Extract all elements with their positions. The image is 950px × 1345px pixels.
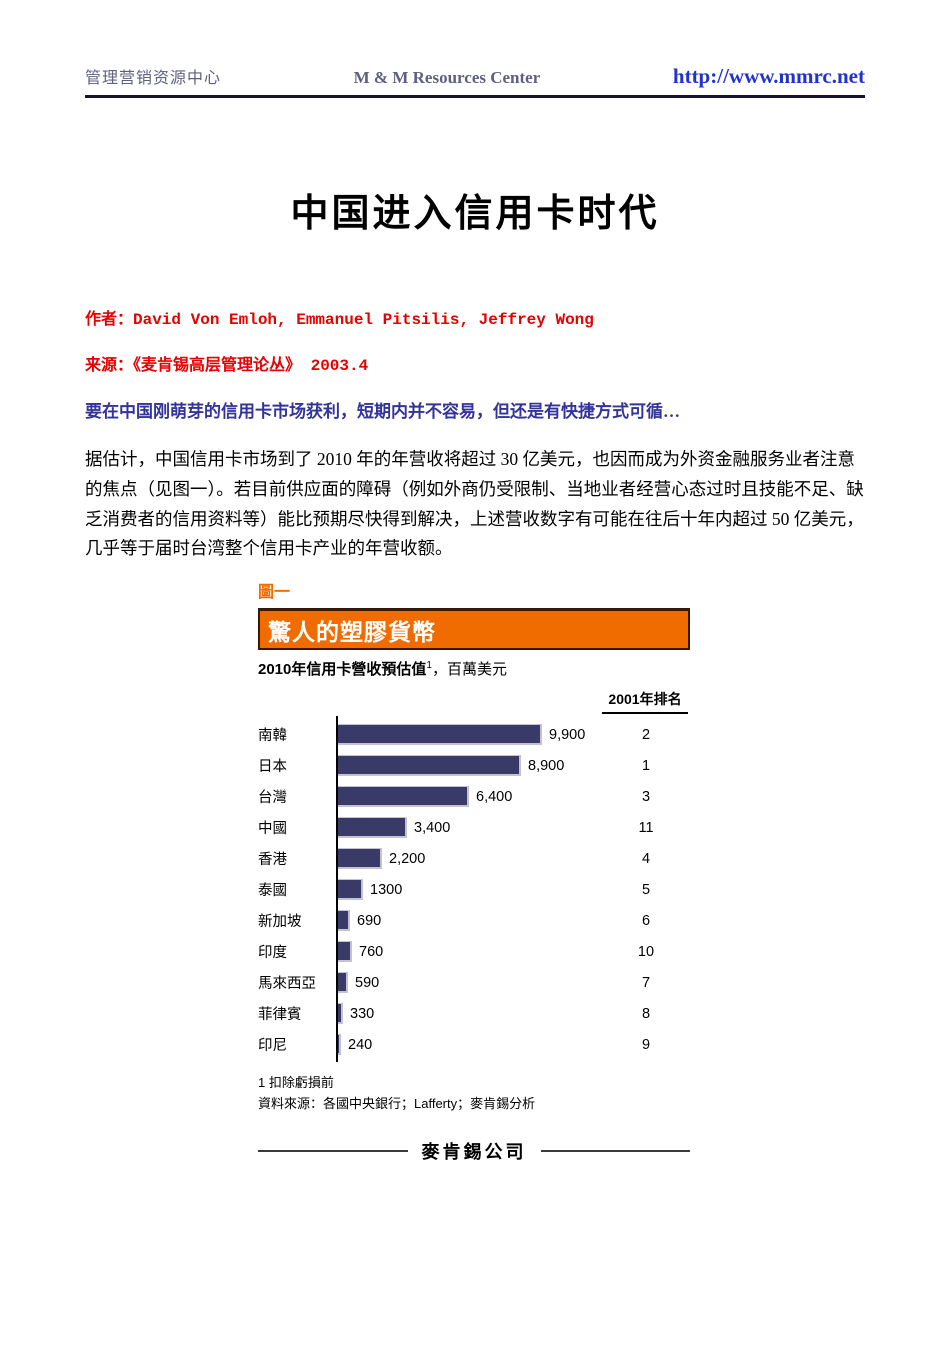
chart-row: 香港 2,200 4	[258, 843, 690, 874]
bar-track: 330	[336, 998, 602, 1029]
value-label: 690	[357, 912, 382, 929]
header-left-text: 管理营销资源中心	[85, 70, 222, 87]
teaser-line: 要在中国刚萌芽的信用卡市场获利，短期内并不容易，但还是有快捷方式可循…	[85, 402, 680, 421]
value-bar	[336, 1003, 343, 1024]
value-bar	[336, 817, 407, 838]
value-label: 760	[359, 943, 384, 960]
value-bar	[336, 755, 521, 776]
figure-subtitle-bold: 2010年信用卡營收預估值	[258, 661, 427, 678]
rank-2001: 1	[641, 757, 651, 774]
chart-row: 日本 8,900 1	[258, 750, 690, 781]
bar-chart: 南韓 9,900 2 日本 8,900 1 台灣 6,400 3 中國 3,400 11 香港 2,200…	[258, 716, 690, 1062]
country-label: 泰國	[258, 883, 287, 899]
mckinsey-brand-text: 麥肯錫公司	[421, 1142, 527, 1162]
article-title: 中国进入信用卡时代	[290, 193, 660, 235]
rank-2001: 3	[641, 788, 651, 805]
country-label: 馬來西亞	[258, 976, 316, 992]
figure-1: 圖一 驚人的塑膠貨幣 2010年信用卡營收預估值1，百萬美元 2001年排名 南…	[258, 578, 690, 1164]
page-header: 管理营销资源中心 M & M Resources Center http://w…	[85, 64, 865, 89]
value-bar	[336, 972, 348, 993]
bar-track: 1300	[336, 874, 602, 905]
rank-2001: 9	[641, 1036, 651, 1053]
header-rule	[85, 95, 865, 98]
chart-row: 印尼 240 9	[258, 1029, 690, 1060]
bar-track: 8,900	[336, 750, 602, 781]
value-label: 8,900	[528, 757, 565, 774]
chart-row: 台灣 6,400 3	[258, 781, 690, 812]
header-center-text: M & M Resources Center	[353, 68, 541, 87]
figure-label: 圖一	[258, 584, 291, 601]
y-axis-line	[336, 716, 338, 1062]
chart-row: 南韓 9,900 2	[258, 719, 690, 750]
chart-row: 新加坡 690 6	[258, 905, 690, 936]
country-label: 印尼	[258, 1038, 287, 1054]
rank-2001: 11	[638, 819, 654, 836]
value-label: 2,200	[389, 850, 426, 867]
country-label: 南韓	[258, 728, 287, 744]
bar-track: 9,900	[336, 719, 602, 750]
bar-track: 690	[336, 905, 602, 936]
value-bar	[336, 1034, 341, 1055]
source-line: 来源：《麦肯锡高层管理论丛》 2003.4	[85, 357, 369, 375]
country-label: 香港	[258, 852, 287, 868]
header-url-link[interactable]: http://www.mmrc.net	[672, 64, 865, 88]
rank-2001: 8	[641, 1005, 651, 1022]
country-label: 印度	[258, 945, 287, 961]
value-bar	[336, 879, 363, 900]
value-label: 1300	[370, 881, 403, 898]
rank-2001: 10	[637, 943, 655, 960]
chart-row: 泰國 1300 5	[258, 874, 690, 905]
bar-track: 590	[336, 967, 602, 998]
brand-rule-right	[540, 1150, 690, 1152]
bar-track: 6,400	[336, 781, 602, 812]
rank-2001: 2	[641, 726, 651, 743]
value-bar	[336, 786, 469, 807]
author-line: 作者：David Von Emloh, Emmanuel Pitsilis, J…	[85, 311, 594, 329]
body-paragraph: 据估计，中国信用卡市场到了 2010 年的年营收将超过 30 亿美元，也因而成为…	[85, 449, 864, 559]
figure-subtitle: 2010年信用卡營收預估值1，百萬美元	[258, 658, 690, 679]
value-label: 9,900	[549, 726, 586, 743]
rank-2001: 6	[641, 912, 651, 929]
country-label: 日本	[258, 759, 287, 775]
figure-title-banner: 驚人的塑膠貨幣	[258, 608, 690, 650]
figure-title: 驚人的塑膠貨幣	[268, 618, 436, 645]
chart-row: 中國 3,400 11	[258, 812, 690, 843]
value-bar	[336, 941, 352, 962]
footnote-marker: 1	[426, 660, 432, 671]
value-label: 240	[348, 1036, 373, 1053]
bar-track: 760	[336, 936, 602, 967]
country-label: 中國	[258, 821, 287, 837]
value-label: 6,400	[476, 788, 513, 805]
figure-brand-row: 麥肯錫公司	[258, 1138, 690, 1164]
chart-row: 印度 760 10	[258, 936, 690, 967]
country-label: 新加坡	[258, 914, 302, 930]
bar-track: 2,200	[336, 843, 602, 874]
bar-track: 3,400	[336, 812, 602, 843]
country-label: 台灣	[258, 790, 287, 806]
rank-2001: 5	[641, 881, 651, 898]
rank-column-header: 2001年排名	[602, 689, 688, 714]
value-bar	[336, 848, 382, 869]
figure-subtitle-units: ，百萬美元	[431, 661, 507, 678]
value-bar	[336, 724, 542, 745]
chart-footnote: 1 扣除虧損前	[258, 1075, 334, 1090]
chart-row: 菲律賓 330 8	[258, 998, 690, 1029]
value-bar	[336, 910, 350, 931]
value-label: 330	[350, 1005, 375, 1022]
value-label: 3,400	[414, 819, 451, 836]
chart-source-note: 資料來源：各國中央銀行；Lafferty；麥肯錫分析	[258, 1096, 536, 1111]
brand-rule-left	[258, 1150, 408, 1152]
bar-track: 240	[336, 1029, 602, 1060]
rank-2001: 7	[641, 974, 651, 991]
value-label: 590	[355, 974, 380, 991]
rank-2001: 4	[641, 850, 651, 867]
chart-row: 馬來西亞 590 7	[258, 967, 690, 998]
country-label: 菲律賓	[258, 1007, 302, 1023]
